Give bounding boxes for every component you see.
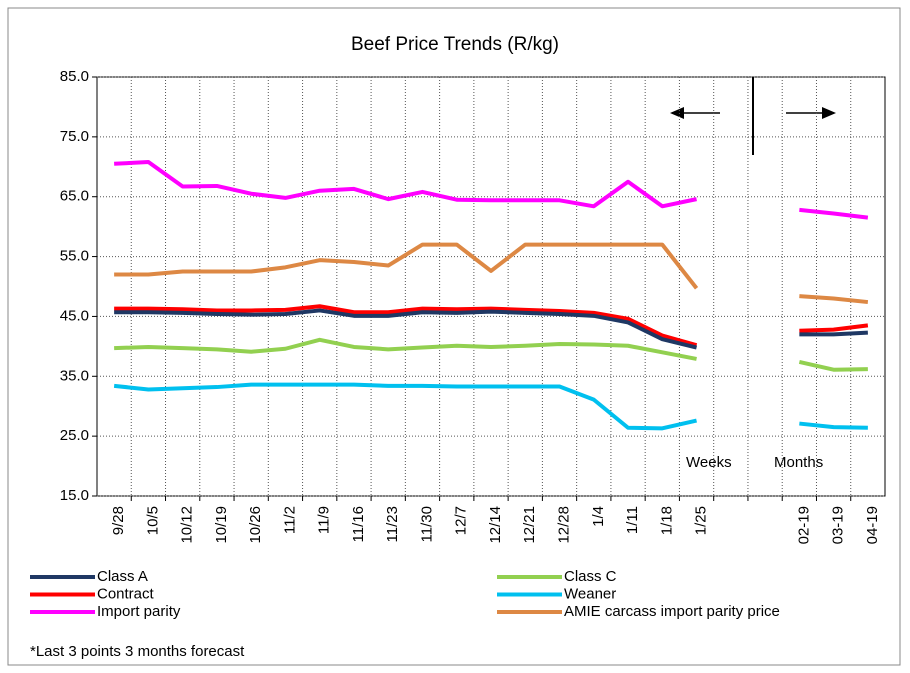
legend-label: Class C [564,568,617,585]
y-tick-label: 65.0 [60,188,89,205]
x-tick-label: 10/26 [247,506,264,544]
x-tick-label: 11/30 [418,506,435,542]
arrow-head [670,107,684,119]
x-tick-label: 11/16 [350,506,367,542]
y-tick-label: 85.0 [60,68,89,85]
series-line [114,337,868,372]
x-tick-label: 1/25 [693,506,710,535]
x-tick-label: 12/7 [453,506,470,535]
legend-label: Import parity [97,603,181,620]
chart-title: Beef Price Trends (R/kg) [351,34,559,55]
chart-border [7,7,901,666]
annotation: Weeks [686,454,732,471]
x-tick-label: 03-19 [830,506,847,544]
y-tick-label: 35.0 [60,367,89,384]
legend-label: AMIE carcass import parity price [564,603,780,620]
x-tick-label: 02-19 [795,506,812,544]
series-line [114,304,869,348]
legend-label: Weaner [564,585,616,602]
y-tick-label: 45.0 [60,307,89,324]
annotation: Months [774,454,823,471]
x-tick-label: 10/12 [179,506,196,544]
series-line [113,382,868,431]
x-tick-label: 12/28 [555,506,572,544]
x-tick-label: 1/18 [658,506,675,535]
footnote: *Last 3 points 3 months forecast [30,643,245,660]
series-line [114,308,868,350]
series-line [114,159,869,220]
legend-label: Contract [97,585,155,602]
series-line [114,242,869,305]
legend-label: Class A [97,568,148,585]
x-tick-label: 1/11 [624,506,641,534]
x-tick-label: 9/28 [110,506,127,535]
x-tick-label: 11/2 [281,506,298,534]
x-tick-label: 04-19 [864,506,881,544]
arrow-head [822,107,836,119]
y-tick-label: 75.0 [60,128,89,145]
y-tick-label: 15.0 [60,487,89,504]
y-tick-label: 55.0 [60,248,89,265]
x-tick-label: 12/14 [487,506,504,544]
x-tick-label: 1/4 [590,506,607,527]
x-tick-label: 10/5 [144,506,161,535]
x-tick-label: 10/19 [213,506,230,544]
x-tick-label: 11/23 [384,506,401,542]
x-tick-label: 12/21 [521,506,538,544]
y-tick-label: 25.0 [60,427,89,444]
x-tick-label: 11/9 [316,506,333,534]
